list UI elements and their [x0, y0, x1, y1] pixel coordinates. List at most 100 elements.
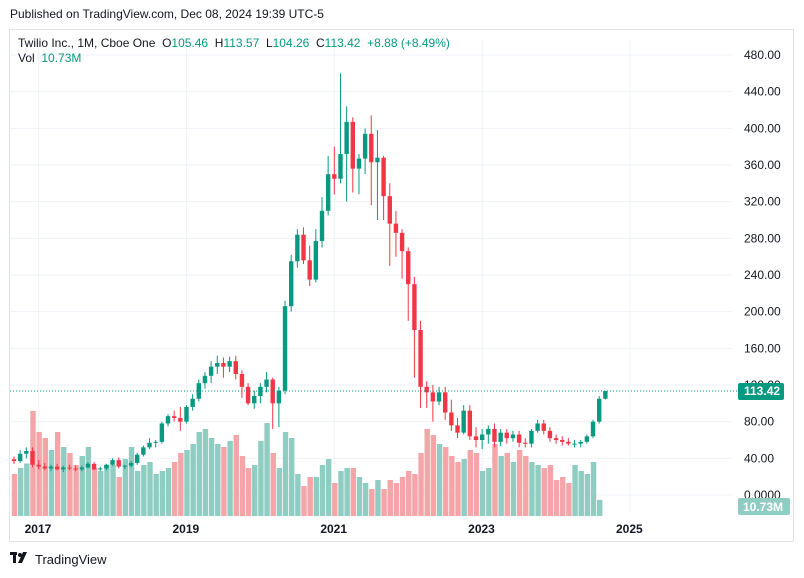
volume-bar [473, 453, 480, 516]
candle-body [492, 429, 497, 442]
volume-bar [258, 441, 264, 516]
candle-body [424, 386, 429, 393]
y-tick-label: 320.00 [744, 195, 781, 209]
candle-body [54, 466, 60, 470]
volume-bar [492, 444, 498, 516]
candle-body [381, 157, 386, 197]
volume-bar [282, 432, 289, 516]
volume-bar [184, 450, 190, 516]
volume-bar [128, 447, 135, 516]
volume-bar [196, 432, 202, 516]
volume-bar [227, 441, 233, 516]
volume-bar [338, 471, 344, 516]
ohlc-row: Twilio Inc., 1M, Cboe One O105.46 H113.5… [18, 36, 450, 51]
candle-body [498, 432, 503, 442]
volume-bar [597, 499, 603, 516]
volume-bar [252, 465, 258, 516]
volume-bar [67, 453, 73, 516]
candle-body [387, 196, 392, 224]
candle-body [190, 398, 195, 407]
volume-bar [122, 459, 129, 516]
volume-bar [430, 435, 437, 516]
candle-body [455, 425, 460, 433]
candle-body [270, 379, 275, 404]
candle-body [79, 467, 84, 470]
candle-body [147, 442, 152, 448]
candle-body [116, 460, 121, 467]
y-tick-label: 200.00 [744, 305, 781, 319]
volume-bar [190, 444, 196, 516]
candle-body [399, 232, 405, 252]
volume-bar [141, 465, 147, 516]
volume-bar [264, 423, 270, 516]
candle-body [516, 434, 522, 443]
volume-bar [498, 456, 504, 516]
y-tick-label: 160.00 [744, 341, 781, 355]
volume-bar [11, 474, 18, 516]
volume-bar [147, 462, 153, 516]
volume-bar [48, 450, 55, 516]
y-tick-label: 400.00 [744, 121, 781, 135]
candle-body [135, 454, 140, 463]
candles [11, 73, 608, 473]
candle-body [61, 467, 66, 470]
volume-bar [461, 459, 467, 516]
volume-bar [104, 465, 110, 516]
volume-bar [553, 480, 560, 516]
candle-body [553, 438, 559, 440]
candle-body [159, 423, 165, 442]
candle-body [289, 261, 294, 307]
x-tick-label: 2017 [25, 522, 52, 536]
candle-body [584, 436, 590, 442]
candle-body [412, 284, 417, 330]
y-tick-label: 40.00 [744, 451, 774, 465]
candle-body [529, 430, 534, 444]
candle-body [48, 466, 54, 469]
y-axis: 480.00 440.00 400.00 360.00 320.00 280.00 240.… [744, 48, 781, 502]
candle-body [436, 392, 442, 402]
candle-body [406, 251, 411, 285]
candle-body [85, 463, 91, 468]
volume-bar [319, 465, 326, 516]
candle-body [319, 210, 325, 242]
symbol-name: Twilio Inc., 1M, Cboe One [18, 36, 156, 50]
volume-bar [171, 462, 178, 516]
volume-bar [479, 471, 486, 516]
candle-body [572, 443, 577, 445]
candle-body [504, 432, 509, 439]
volume-bar [350, 468, 356, 516]
candle-body [282, 306, 288, 391]
volume-bar [85, 447, 92, 516]
candle-body [233, 361, 238, 374]
volume-bar [221, 447, 227, 516]
high-value: 113.57 [223, 36, 260, 50]
volume-bar [455, 462, 461, 516]
volume-bar [325, 459, 332, 516]
volume-bar [406, 471, 412, 516]
volume-bar [61, 447, 67, 516]
y-tick-label: 480.00 [744, 48, 781, 62]
x-tick-label: 2019 [172, 522, 199, 536]
candle-body [91, 463, 97, 470]
candle-body [245, 386, 251, 404]
volume-bar [245, 468, 252, 516]
candle-body [547, 430, 553, 439]
volume-bar [233, 435, 239, 516]
last-volume-label: 10.73M [738, 498, 790, 515]
candle-body [227, 361, 232, 367]
candle-body [418, 330, 423, 387]
volume-bars [11, 411, 603, 516]
volume-bar [215, 444, 221, 516]
volume-bar [178, 453, 184, 516]
candle-body [73, 468, 78, 470]
candle-body [449, 412, 454, 426]
volume-bar [572, 465, 578, 516]
candle-body [307, 260, 312, 280]
candle-body [98, 468, 103, 470]
volume-bar [42, 438, 48, 516]
footer-brand[interactable]: TradingView [35, 552, 107, 567]
candle-body [566, 441, 571, 444]
candle-body [541, 423, 546, 431]
candle-body [344, 121, 349, 154]
